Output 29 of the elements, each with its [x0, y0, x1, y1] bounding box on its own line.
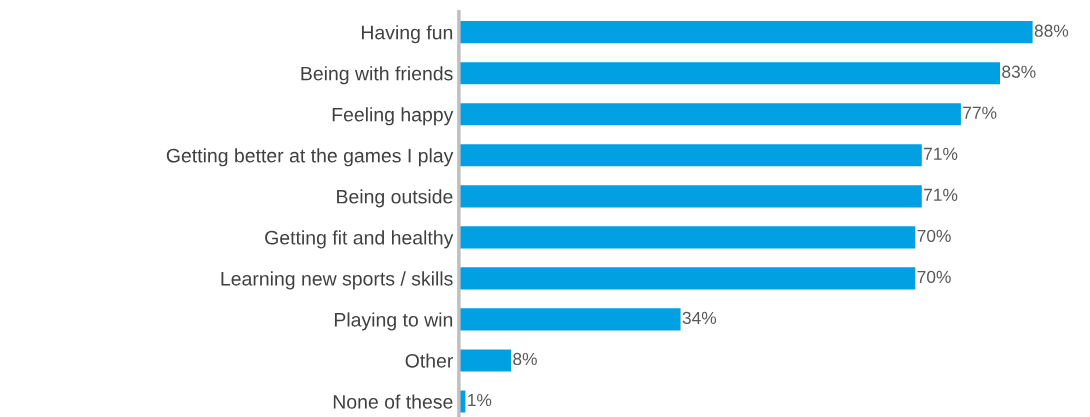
data-label: 1% — [468, 393, 492, 407]
y-tick-label: Feeling happy — [332, 107, 454, 126]
data-label: 8% — [513, 352, 537, 366]
y-tick-label: Getting better at the games I play — [166, 148, 454, 167]
y-tick-label: Being with friends — [301, 66, 453, 85]
bar — [458, 349, 512, 372]
bar — [458, 308, 681, 331]
y-tick-label: Playing to win — [334, 312, 453, 331]
bar — [458, 226, 916, 249]
y-tick-label: Other — [405, 353, 454, 368]
bar — [458, 103, 961, 126]
y-tick-label: Being outside — [337, 189, 453, 208]
data-label: 34% — [682, 311, 717, 325]
y-tick-label: None of these — [333, 394, 453, 409]
data-label: 71% — [924, 188, 958, 201]
data-label: 88% — [1034, 24, 1069, 37]
bar — [458, 144, 922, 167]
data-label: 83% — [1002, 65, 1036, 78]
bar — [458, 185, 922, 208]
data-label: 71% — [924, 147, 958, 160]
bar — [458, 267, 916, 290]
bar — [458, 62, 1001, 85]
y-tick-label: Having fun — [361, 25, 453, 44]
data-label: 70% — [917, 229, 951, 243]
data-label: 70% — [917, 270, 951, 284]
bar — [458, 21, 1033, 44]
y-tick-label: Learning new sports / skills — [221, 271, 453, 290]
data-label: 77% — [963, 106, 997, 119]
y-tick-label: Getting fit and healthy — [265, 230, 454, 249]
